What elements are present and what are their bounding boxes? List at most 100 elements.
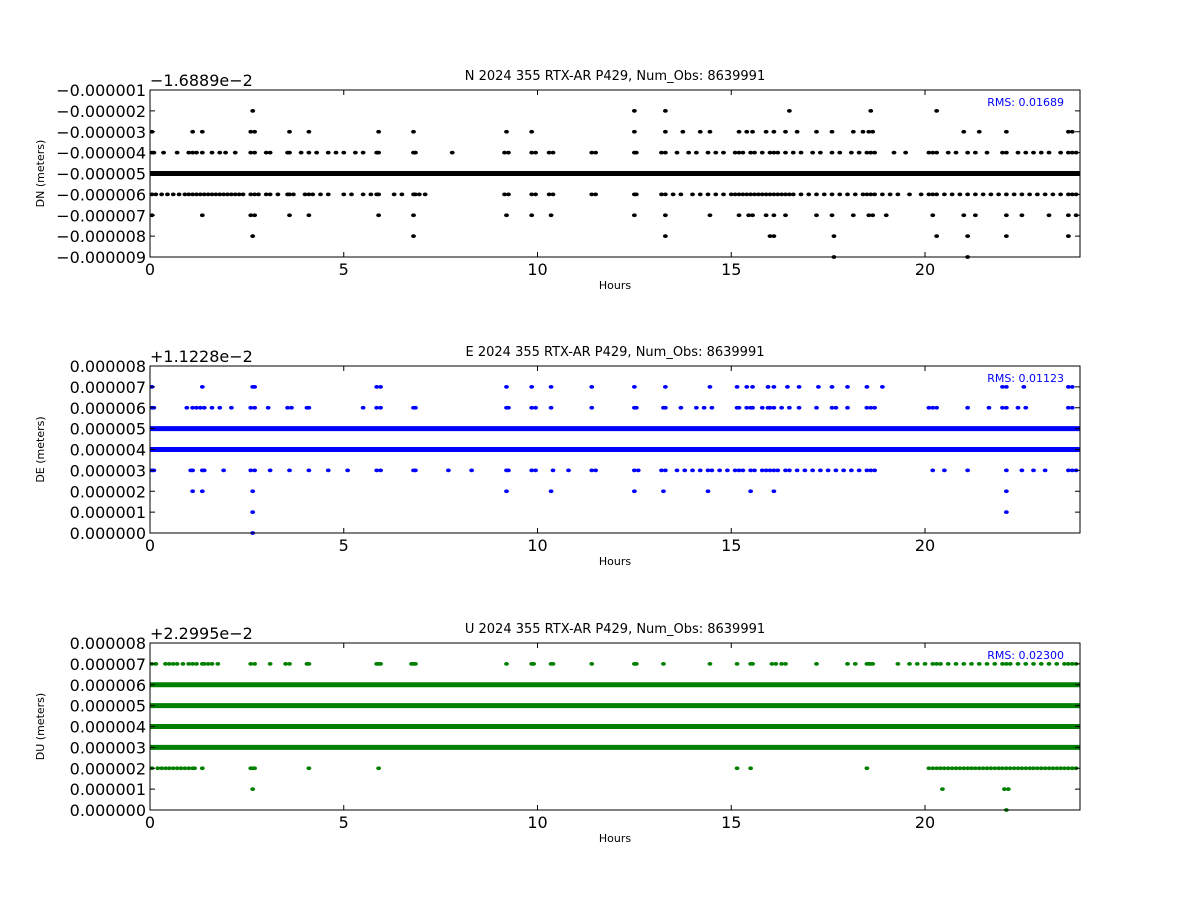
x-tick-label: 10 <box>527 536 547 555</box>
data-point <box>783 213 788 218</box>
data-point <box>1065 766 1071 771</box>
data-point <box>845 192 850 197</box>
x-axis-label: Hours <box>599 555 631 568</box>
data-point <box>1019 468 1025 473</box>
data-point <box>504 661 509 666</box>
x-tick-label: 5 <box>339 260 349 279</box>
data-point <box>926 766 932 771</box>
data-point <box>1065 661 1071 666</box>
data-series <box>250 234 1071 239</box>
data-point <box>263 150 269 155</box>
data-point <box>1069 766 1075 771</box>
data-point <box>817 150 823 155</box>
data-point <box>972 150 978 155</box>
data-point <box>779 405 785 410</box>
data-point <box>750 129 755 134</box>
data-point <box>817 468 823 473</box>
rms-annotation: RMS: 0.01689 <box>987 96 1064 109</box>
data-point <box>662 108 668 113</box>
data-point <box>1046 213 1052 218</box>
data-point <box>748 489 754 494</box>
data-point <box>769 661 775 666</box>
data-point <box>1031 766 1036 771</box>
data-point <box>341 192 347 197</box>
data-point <box>248 129 254 134</box>
subplot-title: N 2024 355 RTX-AR P429, Num_Obs: 8639991 <box>465 69 765 84</box>
data-point <box>252 129 258 134</box>
data-point <box>748 150 754 155</box>
data-point <box>1038 661 1044 666</box>
data-point <box>376 150 382 155</box>
data-point <box>1069 150 1075 155</box>
data-point <box>190 661 196 666</box>
data-point <box>965 468 971 473</box>
data-point <box>759 192 765 197</box>
data-point <box>1023 405 1029 410</box>
data-point <box>506 405 511 410</box>
data-point <box>930 405 936 410</box>
data-point <box>1065 468 1071 473</box>
data-point <box>250 234 256 239</box>
data-point <box>721 192 726 197</box>
data-point <box>992 661 998 666</box>
data-point <box>1046 150 1052 155</box>
data-point <box>934 108 940 113</box>
data-point <box>1058 192 1064 197</box>
data-point <box>165 192 170 197</box>
data-point <box>248 468 254 473</box>
data-point <box>786 108 792 113</box>
data-point <box>709 405 715 410</box>
data-point <box>872 192 878 197</box>
data-point <box>1003 192 1009 197</box>
data-point <box>1011 192 1017 197</box>
data-point <box>783 150 788 155</box>
data-point <box>806 192 812 197</box>
data-point <box>775 468 781 473</box>
y-axis-label: DE (meters) <box>34 416 47 482</box>
data-point <box>1019 766 1025 771</box>
data-point <box>961 129 967 134</box>
data-point <box>856 150 862 155</box>
data-point <box>934 234 940 239</box>
data-point <box>938 766 943 771</box>
y-tick-label: 0.000000 <box>70 524 146 543</box>
data-point <box>1015 661 1021 666</box>
data-point <box>748 192 754 197</box>
data-point <box>1031 150 1036 155</box>
data-point <box>360 150 366 155</box>
data-point <box>868 468 874 473</box>
data-point <box>287 468 292 473</box>
data-point <box>941 192 947 197</box>
y-tick-label: −0.000008 <box>56 227 146 246</box>
data-point <box>976 661 982 666</box>
data-point <box>170 766 176 771</box>
data-point <box>589 468 595 473</box>
y-tick-label: 0.000004 <box>70 441 146 460</box>
data-point <box>550 468 556 473</box>
data-series <box>150 171 1080 176</box>
data-point <box>775 150 781 155</box>
data-point <box>953 150 959 155</box>
data-point <box>678 405 684 410</box>
data-point <box>930 192 936 197</box>
data-point <box>1027 192 1033 197</box>
data-point <box>1069 468 1075 473</box>
data-point <box>934 405 940 410</box>
data-point <box>972 213 978 218</box>
data-point <box>186 766 192 771</box>
data-point <box>940 787 945 792</box>
rms-annotation: RMS: 0.01123 <box>987 372 1064 385</box>
data-point <box>816 384 821 389</box>
data-point <box>992 766 998 771</box>
data-point <box>306 213 312 218</box>
data-point <box>240 192 246 197</box>
data-point <box>631 108 637 113</box>
data-point <box>1000 405 1005 410</box>
data-point <box>821 192 827 197</box>
data-point <box>186 192 192 197</box>
data-point <box>771 234 777 239</box>
data-point <box>1058 766 1064 771</box>
data-point <box>376 129 382 134</box>
data-point <box>163 766 168 771</box>
data-point <box>732 468 738 473</box>
